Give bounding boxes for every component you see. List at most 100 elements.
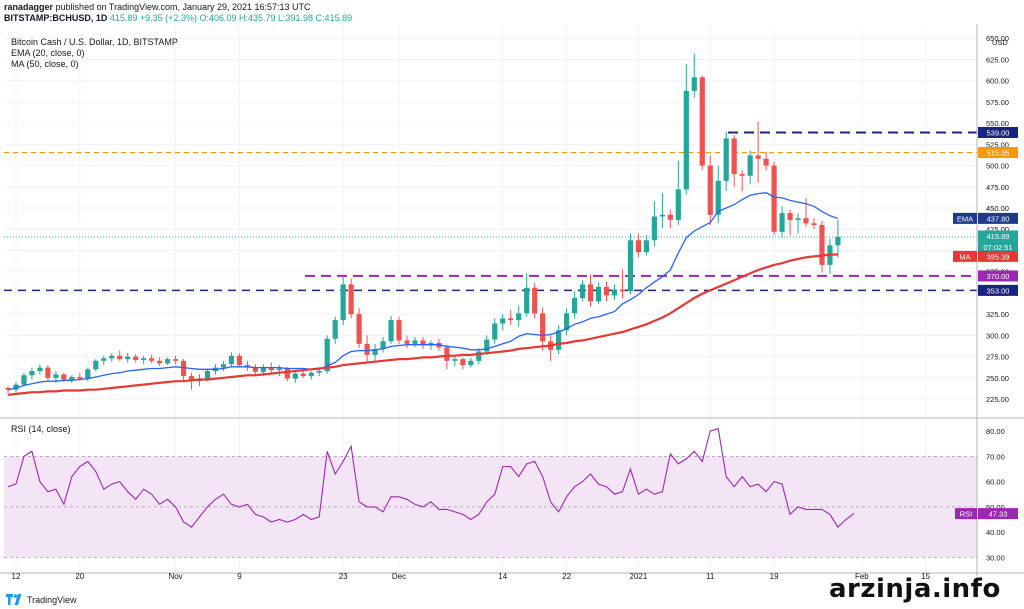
candle-body (587, 284, 594, 302)
candle-body (476, 351, 482, 361)
price-tick-label: 300.00 (986, 331, 1009, 340)
candle-body (484, 339, 490, 352)
price-tick-label: 325.00 (986, 310, 1009, 319)
candle-body (45, 367, 51, 378)
candle-body (420, 340, 426, 346)
candle-body (93, 360, 99, 370)
candle-body (755, 155, 761, 159)
candle-body (364, 343, 370, 355)
candle-body (133, 356, 139, 360)
ema-price-tag: 437.80 (987, 214, 1010, 223)
rsi-tick-label: 60.00 (986, 478, 1005, 487)
candle-body (691, 77, 697, 91)
candle-body (220, 364, 227, 368)
price-tick-label: 550.00 (986, 119, 1009, 128)
candle-body (228, 355, 235, 365)
ma-legend[interactable]: MA (50, close, 0) (11, 59, 79, 69)
candle-body (396, 320, 402, 341)
countdown-tag: 07:02:51 (983, 243, 1012, 252)
candle-body (659, 214, 665, 217)
time-tick-label: 2021 (630, 572, 648, 581)
candle-body (579, 284, 586, 299)
candle-body (37, 367, 43, 372)
rsi-prefix-bg (955, 508, 977, 520)
price-tick-label: 625.00 (986, 55, 1009, 64)
candle-body (324, 338, 330, 372)
ema-line (7, 192, 839, 391)
candle-body (13, 384, 19, 390)
candle-body (556, 330, 562, 350)
last-price-tag-bg (978, 230, 1018, 242)
rsi-value-bg (978, 508, 1018, 520)
candle-body (619, 289, 626, 292)
time-tick-label: 15 (921, 572, 930, 581)
last-price-tag: 415.89 (987, 232, 1010, 241)
price-tick-label: 650.00 (986, 34, 1009, 43)
candle-body (675, 189, 681, 220)
candle-body (699, 77, 705, 166)
candle-body (452, 359, 458, 361)
candle-body (260, 367, 266, 372)
rsi-prefix: RSI (960, 510, 973, 519)
candle-body (667, 214, 673, 220)
ema-price-tag-prefix-bg (953, 212, 977, 224)
candle-body (500, 318, 506, 324)
candle-body (564, 313, 570, 331)
candle-body (29, 371, 35, 376)
candle-body (532, 287, 538, 314)
candle-body (787, 213, 793, 220)
candle-body (611, 289, 618, 296)
candle-body (316, 371, 322, 373)
candle-body (141, 358, 147, 360)
price-tick-label: 275.00 (986, 353, 1009, 362)
candle-body (117, 355, 123, 360)
ma-price-tag-bg (978, 250, 1018, 262)
level-tag-bg (978, 147, 1018, 159)
candle-body (172, 359, 179, 361)
price-tick-label: 575.00 (986, 98, 1009, 107)
time-tick-label: 9 (237, 572, 242, 581)
candle-body (268, 367, 274, 371)
candle-body (372, 348, 378, 355)
candle-body (643, 240, 649, 253)
candle-body (524, 287, 530, 314)
candle-body (731, 138, 737, 175)
candle-body (444, 347, 450, 361)
candle-body (356, 314, 362, 344)
candle-body (61, 374, 67, 380)
ema-price-tag-bg (978, 212, 1018, 224)
candle-body (516, 313, 522, 321)
candle-body (340, 284, 346, 321)
time-tick-label: 22 (562, 572, 571, 581)
ma-price-tag: 395.39 (987, 252, 1010, 261)
candle-body (149, 358, 155, 361)
level-tag-bg (978, 284, 1018, 296)
candle-body (707, 165, 713, 215)
time-tick-label: 11 (706, 572, 715, 581)
publisher-name[interactable]: ranadagger (4, 2, 54, 12)
ohlc-values: O:406.09 H:435.79 L:391.98 C:415.89 (199, 13, 353, 23)
rsi-legend[interactable]: RSI (14, close) (11, 424, 71, 434)
tradingview-brand[interactable]: TradingView (27, 595, 77, 605)
candle-body (779, 213, 785, 232)
tradingview-logo-icon[interactable] (6, 594, 24, 605)
candle-body (77, 376, 83, 379)
ema-legend[interactable]: EMA (20, close, 0) (11, 48, 85, 58)
ma-price-tag-prefix-bg (953, 250, 977, 262)
candle-body (21, 375, 27, 385)
price-tick-label: 475.00 (986, 183, 1009, 192)
site-watermark: arzinja.info (829, 574, 1001, 604)
ma-line (7, 253, 838, 396)
time-tick-label: Feb (855, 572, 869, 581)
candle-body (811, 223, 817, 225)
level-tag-bg (978, 126, 1018, 138)
last-price: 415.89 (109, 13, 138, 23)
published-text: published on TradingView.com, January 29… (55, 2, 311, 12)
candle-body (763, 158, 769, 166)
price-chart[interactable]: 225.00250.00275.00300.00325.00350.00375.… (0, 24, 1024, 592)
candle-body (284, 368, 290, 379)
candle-body (835, 236, 841, 246)
price-tick-label: 450.00 (986, 204, 1009, 213)
rsi-tick-label: 80.00 (986, 427, 1005, 436)
candle-body (651, 216, 657, 241)
